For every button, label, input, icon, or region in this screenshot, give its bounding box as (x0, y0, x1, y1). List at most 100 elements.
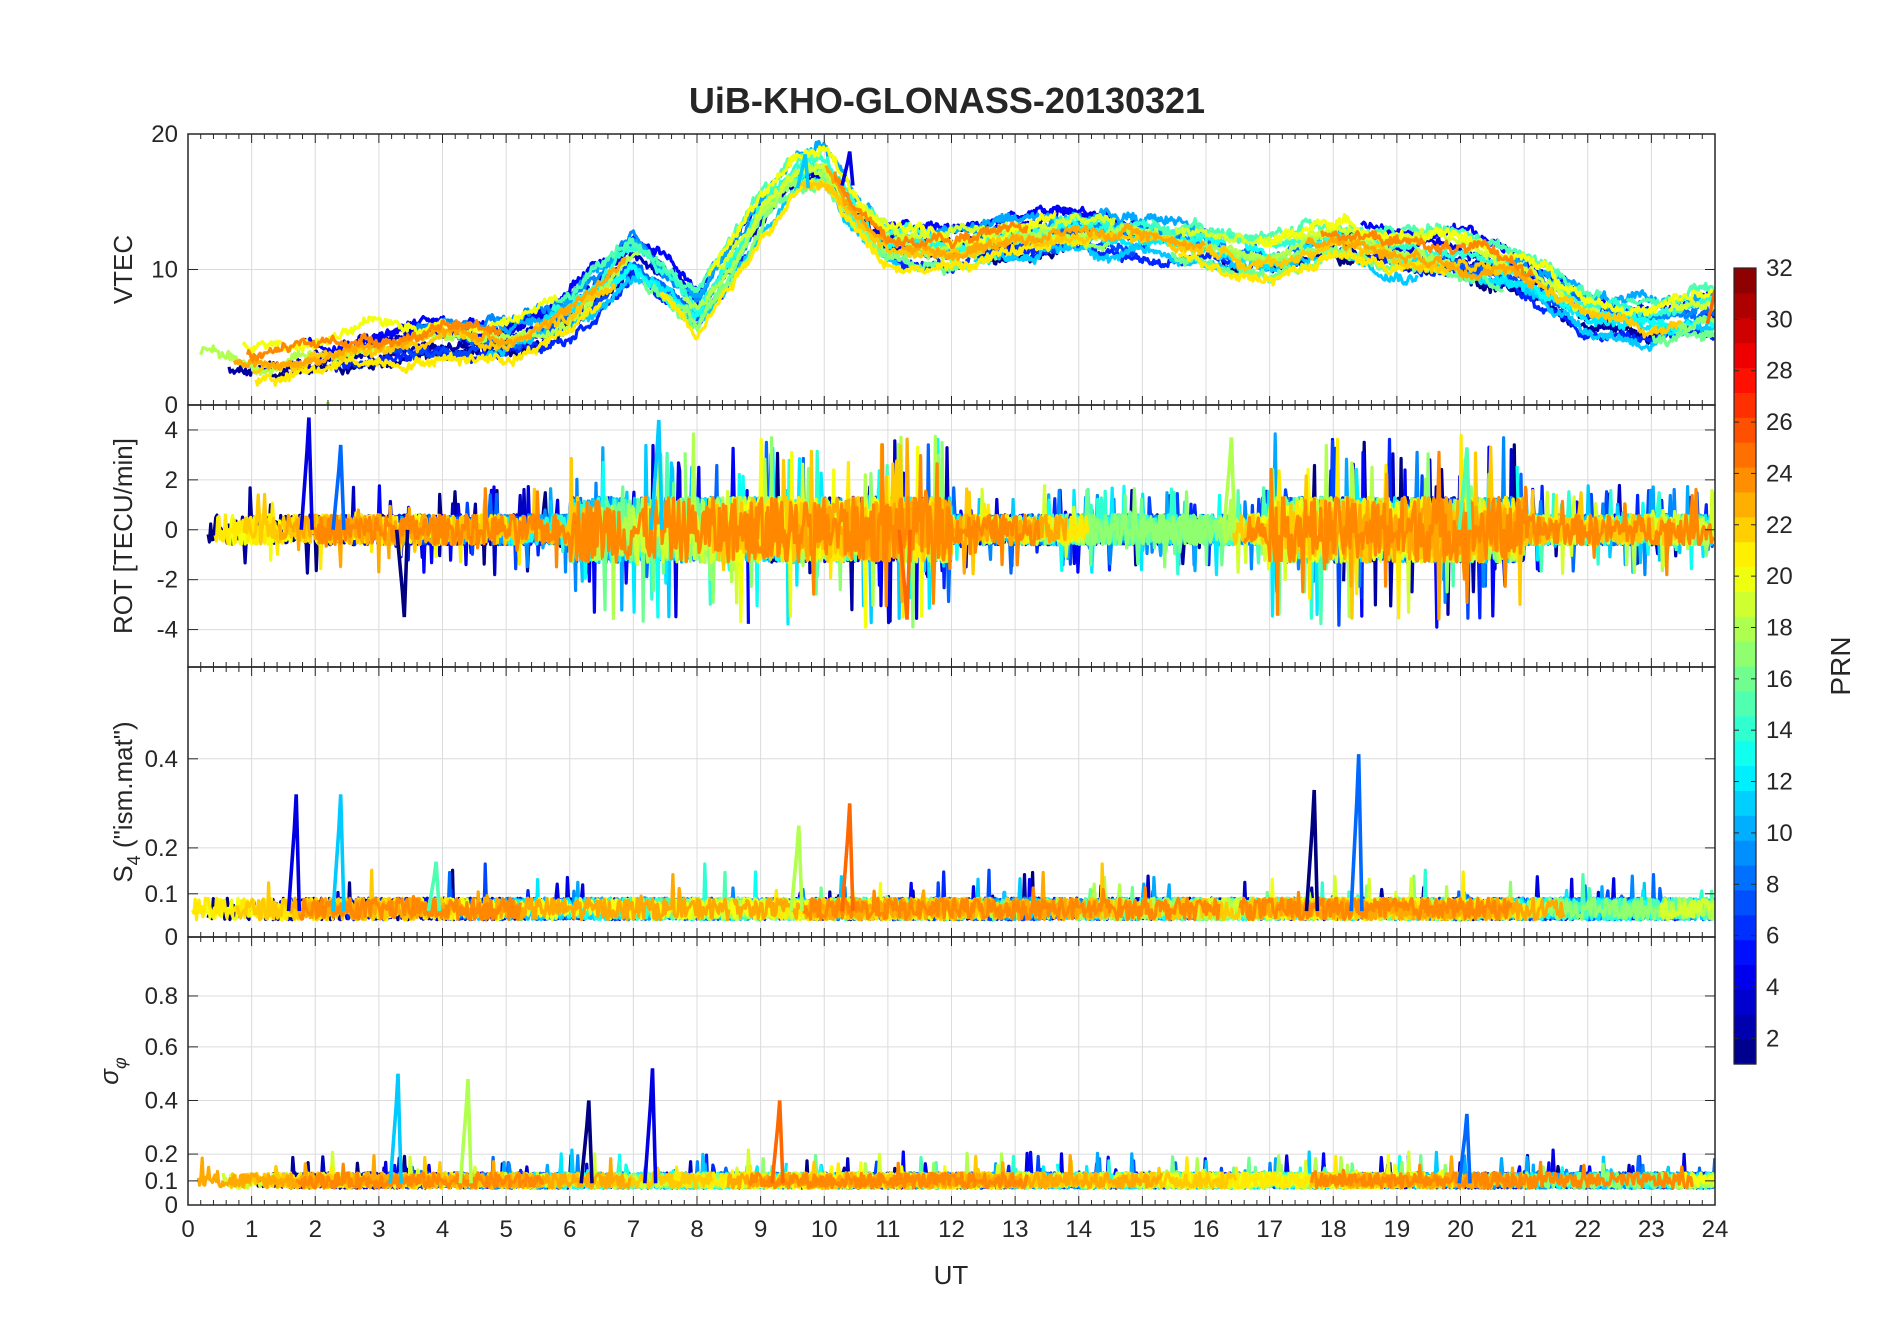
series-peak (795, 153, 811, 189)
x-tick-label: 20 (1447, 1216, 1474, 1243)
y-tick-label: 0 (165, 924, 178, 951)
x-tick-label: 0 (181, 1216, 194, 1243)
colorbar-tick-label: 30 (1766, 306, 1793, 333)
series-peak (840, 803, 855, 912)
colorbar-swatch (1734, 740, 1756, 767)
colorbar-swatch (1734, 367, 1756, 393)
y-tick-label: 0.2 (145, 835, 178, 862)
colorbar-swatch (1734, 442, 1756, 468)
y-axis-label: ROT [TECU/min] (108, 438, 138, 634)
y-tick-label: 0.4 (145, 746, 178, 773)
series-line-prn-21 (658, 179, 1096, 341)
y-tick-label: 0.2 (145, 1141, 178, 1168)
y-tick-label: 0.6 (145, 1034, 178, 1061)
series-line-prn-24 (802, 885, 1221, 922)
series-peak (1457, 447, 1472, 530)
colorbar-tick-label: 14 (1766, 717, 1793, 744)
colorbar-swatch (1734, 989, 1756, 1015)
series-peak (426, 861, 442, 912)
colorbar-swatch (1734, 591, 1756, 617)
colorbar-swatch (1734, 491, 1756, 518)
series-line-prn-22 (1204, 236, 1683, 339)
y-tick-label: 0 (165, 517, 178, 544)
colorbar-swatch (1734, 690, 1756, 717)
series-line-prn-24 (312, 487, 797, 569)
colorbar-tick-label: 4 (1766, 974, 1779, 1001)
colorbar-swatch (1734, 914, 1756, 941)
x-tick-label: 14 (1065, 1216, 1092, 1243)
series-line-prn-23 (232, 256, 627, 371)
colorbar-tick-label: 26 (1766, 409, 1793, 436)
colorbar-swatch (1734, 815, 1756, 841)
x-tick-label: 5 (499, 1216, 512, 1243)
series-line-prn-19 (718, 162, 1116, 270)
colorbar-tick-label: 24 (1766, 460, 1793, 487)
colorbar-swatch (1734, 616, 1756, 642)
x-tick-label: 21 (1511, 1216, 1538, 1243)
series-line-prn-24 (747, 1161, 1029, 1190)
series-line-prn-24 (1238, 890, 1513, 922)
x-tick-label: 9 (754, 1216, 767, 1243)
series-peak (649, 419, 664, 530)
x-tick-label: 1 (245, 1216, 258, 1243)
colorbar-swatch (1734, 666, 1756, 692)
series-peak (394, 529, 410, 618)
colorbar-swatch (1734, 765, 1756, 791)
chart-title: UiB-KHO-GLONASS-20130321 (689, 80, 1205, 121)
colorbar-tick-label: 32 (1766, 255, 1793, 282)
x-tick-label: 18 (1320, 1216, 1347, 1243)
y-tick-label: 20 (151, 121, 178, 148)
colorbar-swatch (1734, 865, 1756, 891)
series-line-prn-24 (1310, 1160, 1694, 1190)
colorbar-tick-label: 2 (1766, 1025, 1779, 1052)
colorbar-label: PRN (1825, 636, 1856, 695)
series-line-prn-19 (1651, 488, 1715, 568)
colorbar-swatch (1734, 392, 1756, 418)
series-peak (458, 1078, 473, 1184)
series-peak (789, 825, 804, 912)
colorbar-swatch (1734, 541, 1756, 568)
series-line-prn-20 (241, 294, 559, 354)
series-peak (1705, 289, 1715, 325)
colorbar-tick-label: 8 (1766, 871, 1779, 898)
colorbar-swatch (1734, 715, 1756, 742)
colorbar-swatch (1734, 790, 1756, 816)
series-peak (579, 1100, 594, 1184)
x-tick-label: 4 (436, 1216, 449, 1243)
x-tick-label: 15 (1129, 1216, 1156, 1243)
x-tick-label: 19 (1384, 1216, 1411, 1243)
y-tick-label: 4 (165, 417, 178, 444)
series-line-prn-24 (1242, 450, 1715, 616)
colorbar-swatch (1734, 268, 1756, 294)
colorbar-tick-label: 12 (1766, 769, 1793, 796)
x-tick-label: 8 (690, 1216, 703, 1243)
series-line-prn-19 (1658, 897, 1715, 922)
colorbar-swatch (1734, 889, 1756, 916)
x-tick-label: 17 (1256, 1216, 1283, 1243)
colorbar-tick-label: 28 (1766, 358, 1793, 385)
s4-panel: 0 0.1 0.2 0.4S4 ("ism.mat") (108, 666, 1716, 951)
series-peak (1457, 1113, 1472, 1184)
colorbar-swatch (1734, 467, 1756, 493)
x-tick-label: 7 (627, 1216, 640, 1243)
series-line-prn-16 (1651, 329, 1715, 348)
colorbar-swatch (1734, 566, 1756, 592)
colorbar-swatch (1734, 317, 1756, 344)
colorbar-swatch (1734, 641, 1756, 667)
series-peak (840, 151, 855, 186)
series-line-prn-23 (1305, 233, 1536, 290)
colorbar-swatch (1734, 939, 1756, 966)
y-tick-label: 0.8 (145, 983, 178, 1010)
x-tick-label: 16 (1193, 1216, 1220, 1243)
x-tick-label: 10 (811, 1216, 838, 1243)
colorbar-tick-label: 16 (1766, 666, 1793, 693)
colorbar-swatch (1734, 516, 1756, 543)
series-peak (331, 794, 346, 912)
x-axis-label: UT (934, 1260, 969, 1290)
colorbar-tick-label: 20 (1766, 563, 1793, 590)
x-tick-label: 23 (1638, 1216, 1665, 1243)
sigma_phi-panel: 00.10.2 0.4 0.6 0.8 σφ (94, 936, 1716, 1219)
y-tick-label: 0 (165, 392, 178, 419)
colorbar-tick-label: 10 (1766, 820, 1793, 847)
